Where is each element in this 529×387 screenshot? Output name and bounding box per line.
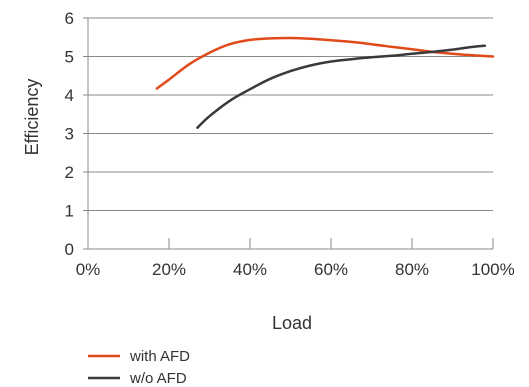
y-tick-labels: 0 1 2 3 4 5 6 [65,9,74,259]
x-tick-labels: 0% 20% 40% 60% 80% 100% [76,260,515,279]
x-tick-label: 80% [395,260,429,279]
legend-label: with AFD [129,348,190,365]
legend: with AFD w/o AFD [88,348,190,387]
grid-lines [83,17,494,250]
y-tick-label: 3 [65,125,74,144]
y-tick-label: 4 [65,86,74,105]
legend-label: w/o AFD [129,370,187,387]
y-tick-label: 2 [65,163,74,182]
x-tick-label: 60% [314,260,348,279]
x-axis-title: Load [272,313,312,333]
x-tick-label: 100% [471,260,514,279]
series-lines [155,36,495,129]
x-tick-label: 0% [76,260,101,279]
x-tick-label: 40% [233,260,267,279]
y-tick-label: 5 [65,48,74,67]
y-tick-label: 1 [65,202,74,221]
y-tick-label: 0 [65,240,74,259]
series-line-without-afd [196,44,487,129]
y-tick-label: 6 [65,9,74,28]
x-tick-label: 20% [152,260,186,279]
y-axis-title: Efficiency [22,79,42,156]
